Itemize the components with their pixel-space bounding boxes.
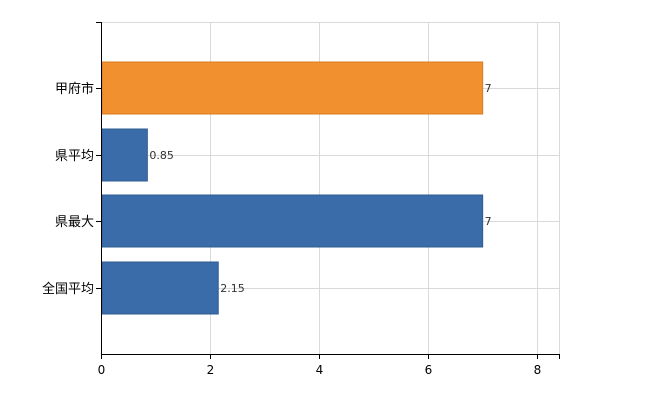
axes [96, 22, 560, 359]
data-label-3: 2.15 [220, 282, 245, 295]
y-tick-label-1: 県平均 [55, 149, 94, 164]
bar-3 [101, 261, 219, 315]
labels: 7 甲府市 0.85 県平均 7 県最大 2.15 全国平均 0 2 4 6 8 [42, 81, 541, 377]
x-tick-label-1: 2 [207, 363, 215, 377]
data-label-1: 0.85 [149, 149, 174, 162]
y-tick-label-3: 全国平均 [42, 281, 94, 297]
bar-2 [101, 194, 484, 248]
bar-1 [101, 128, 148, 182]
bars [101, 61, 484, 315]
y-tick-label-0: 甲府市 [55, 81, 94, 97]
x-tick-label-4: 8 [534, 363, 542, 377]
data-label-0: 7 [485, 82, 492, 95]
data-label-2: 7 [485, 215, 492, 228]
x-tick-label-3: 6 [425, 363, 433, 377]
x-tick-label-2: 4 [316, 363, 324, 377]
bar-0 [101, 61, 484, 115]
x-tick-label-0: 0 [98, 363, 106, 377]
y-tick-label-2: 県最大 [55, 215, 94, 230]
